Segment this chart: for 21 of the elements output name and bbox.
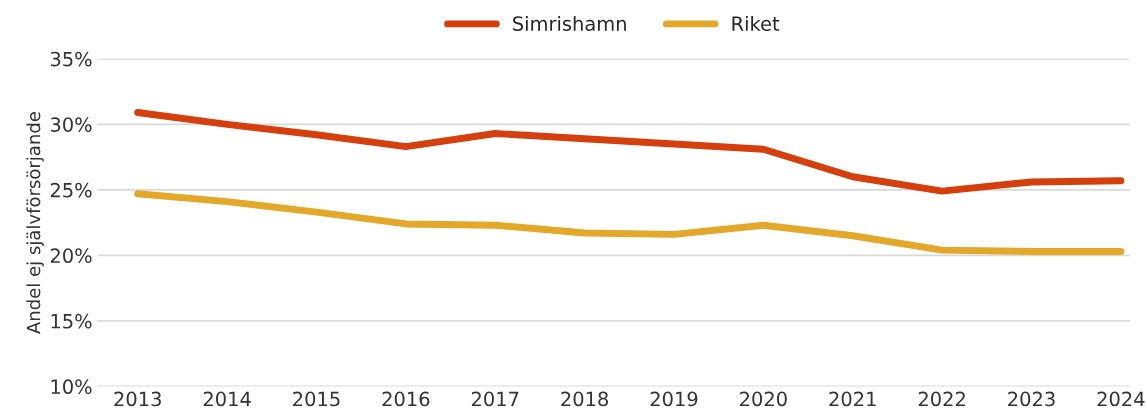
- x-tick-label: 2017: [471, 391, 519, 407]
- y-tick-label: 10%: [51, 379, 92, 395]
- x-tick-label: 2019: [650, 391, 698, 407]
- x-tick-label: 2020: [740, 391, 787, 407]
- y-tick-label: 25%: [50, 182, 92, 198]
- x-tick-label: 2024: [1097, 391, 1145, 407]
- y-tick-label: 20%: [50, 248, 92, 264]
- y-axis-title: Andel ej självförsörjande: [26, 112, 44, 334]
- legend-label: Simrishamn: [513, 15, 626, 31]
- x-tick-label: 2013: [114, 391, 161, 407]
- x-tick-label: 2022: [918, 391, 965, 407]
- x-tick-label: 2016: [382, 391, 430, 407]
- x-tick-label: 2015: [293, 391, 340, 407]
- y-tick-label: 15%: [51, 313, 92, 329]
- x-tick-label: 2021: [829, 391, 876, 407]
- x-tick-label: 2023: [1008, 391, 1055, 407]
- y-tick-label: 35%: [50, 51, 92, 67]
- x-tick-label: 2018: [561, 391, 609, 407]
- legend-label: Riket: [732, 15, 780, 31]
- y-tick-label: 30%: [50, 117, 92, 132]
- x-tick-label: 2014: [203, 391, 251, 407]
